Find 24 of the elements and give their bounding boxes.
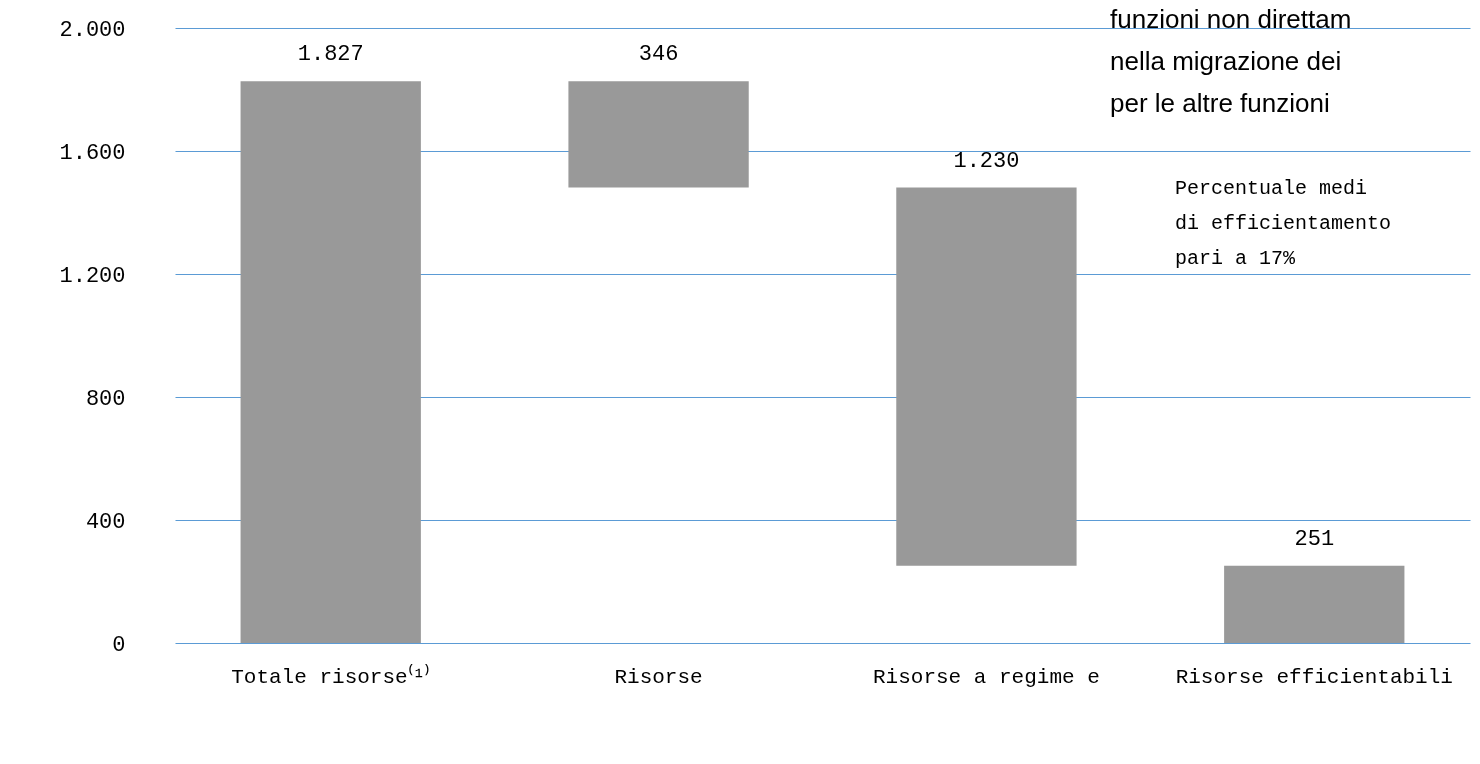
data-label: 1.230 [953,148,1020,174]
y-tick-label: 0 [112,632,126,658]
data-label: 1.827 [297,42,364,68]
annotation: Percentuale medi [1175,177,1368,200]
data-label: 346 [638,42,679,68]
annotation: pari a 17% [1175,247,1297,270]
x-tick-label: Risorse efficientabili [1175,665,1453,689]
x-tick-label: Risorse a regime e [873,665,1100,689]
annotation: nella migrazione dei [1110,46,1342,76]
y-tick-label: 400 [85,509,126,535]
y-tick-label: 800 [85,386,126,412]
y-tick-label: 2.000 [59,17,126,43]
annotation: funzioni non direttam [1110,4,1352,34]
y-tick-label: 1.600 [59,140,126,166]
annotation: di efficientamento [1175,212,1392,235]
bar [240,81,421,643]
bar [896,187,1077,566]
x-tick-label: Totale risorse⁽¹⁾ [231,662,431,689]
x-tick-label: Risorse [614,665,703,689]
y-tick-label: 1.200 [59,263,126,289]
bar [1224,565,1405,643]
bar [568,81,749,188]
data-label: 251 [1294,526,1335,552]
annotation: per le altre funzioni [1110,88,1330,118]
